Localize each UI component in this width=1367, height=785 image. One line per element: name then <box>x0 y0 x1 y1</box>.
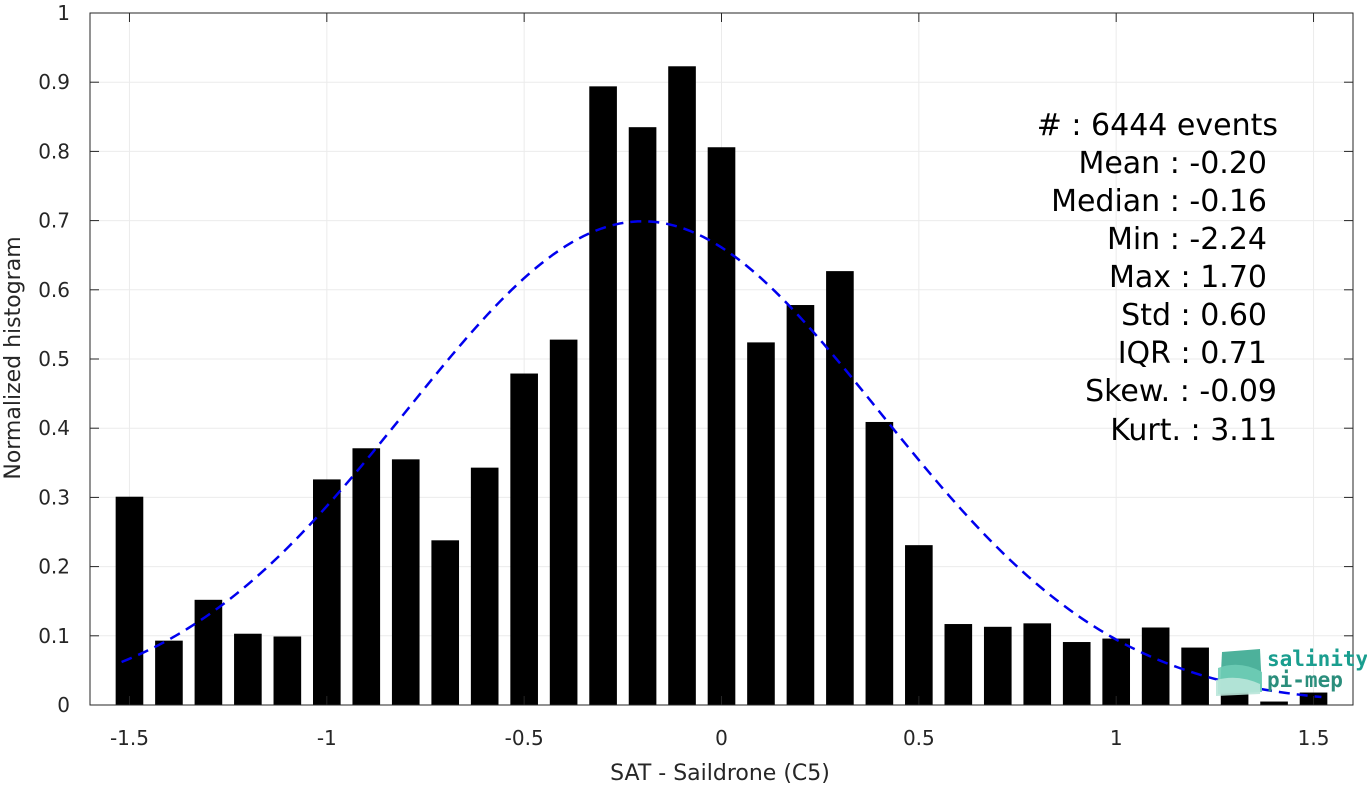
y-tick-label-5: 0.5 <box>38 347 70 371</box>
histogram-bar-29 <box>1260 701 1288 705</box>
y-tick-label-2: 0.2 <box>38 555 70 579</box>
y-tick-label-4: 0.4 <box>38 416 70 440</box>
histogram-bar-16 <box>747 342 775 705</box>
x-axis-ticks: -1.5 -1 -0.5 0 0.5 1 1.5 <box>110 13 1329 750</box>
stat-iqr: IQR : 0.71 <box>1118 336 1267 371</box>
histogram-bar-26 <box>1141 627 1170 705</box>
histogram-bar-4 <box>273 636 302 705</box>
histogram-bar-9 <box>470 467 499 705</box>
y-axis-ticks: 0 0.1 0.2 0.3 0.4 0.5 0.6 0.7 0.8 0.9 1 <box>38 1 1353 717</box>
stat-max: Max : 1.70 <box>1109 260 1267 295</box>
x-tick-label-6: 1.5 <box>1298 726 1330 750</box>
histogram-bar-8 <box>431 540 460 705</box>
histogram-bar-0 <box>115 496 144 705</box>
stat-min: Min : -2.24 <box>1107 222 1267 257</box>
stat-std: Std : 0.60 <box>1121 298 1267 333</box>
x-tick-label-1: -1 <box>317 726 337 750</box>
stat-median: Median : -0.16 <box>1051 184 1267 219</box>
histogram-bar-11 <box>549 339 578 705</box>
histogram-bar-17 <box>786 305 815 705</box>
histogram-bar-20 <box>905 545 933 705</box>
y-tick-label-3: 0.3 <box>38 485 70 509</box>
histogram-bar-22 <box>983 626 1012 705</box>
salinity-pimep-logo: salinity pi-mep <box>1216 647 1367 696</box>
histogram-bar-18 <box>826 271 854 705</box>
histogram-bar-21 <box>944 624 973 705</box>
stat-kurt: Kurt. : 3.11 <box>1110 413 1277 448</box>
x-axis-label: SAT - Saildrone (C5) <box>610 761 830 785</box>
y-tick-label-10: 1 <box>57 1 70 25</box>
stat-count: # : 6444 events <box>1037 108 1278 143</box>
y-tick-label-8: 0.8 <box>38 139 70 163</box>
y-tick-label-7: 0.7 <box>38 209 70 233</box>
histogram-bar-5 <box>312 479 341 705</box>
histogram-bar-15 <box>707 147 736 706</box>
normal-fit-curve <box>121 220 1322 699</box>
y-tick-label-9: 0.9 <box>38 70 70 94</box>
logo-line-salinity: salinity <box>1267 647 1367 671</box>
histogram-bar-7 <box>391 459 420 705</box>
histogram-bar-3 <box>234 633 262 705</box>
y-tick-label-0: 0 <box>57 693 70 717</box>
histogram-bars <box>115 66 1328 706</box>
stat-skew: Skew. : -0.09 <box>1085 374 1277 409</box>
histogram-bar-19 <box>865 421 894 705</box>
wave-logo-icon <box>1216 649 1262 696</box>
x-tick-label-2: -0.5 <box>505 726 544 750</box>
histogram-bar-14 <box>668 66 696 705</box>
histogram-bar-27 <box>1181 647 1209 705</box>
logo-line-pimep: pi-mep <box>1267 668 1343 692</box>
histogram-bar-12 <box>589 86 617 706</box>
y-tick-label-6: 0.6 <box>38 278 70 302</box>
x-tick-label-3: 0 <box>715 726 728 750</box>
histogram-bar-6 <box>352 448 381 705</box>
histogram-bar-2 <box>194 599 223 705</box>
y-axis-label: Normalized histogram <box>1 236 26 479</box>
histogram-bar-24 <box>1062 642 1091 705</box>
x-tick-label-0: -1.5 <box>110 726 149 750</box>
x-tick-label-4: 0.5 <box>903 726 935 750</box>
y-tick-label-1: 0.1 <box>38 624 70 648</box>
histogram-bar-1 <box>155 640 183 705</box>
histogram-bar-13 <box>628 127 657 706</box>
histogram-bar-23 <box>1023 623 1052 705</box>
stats-annotation: # : 6444 events Mean : -0.20 Median : -0… <box>1037 108 1278 448</box>
histogram-bar-10 <box>510 373 538 705</box>
x-tick-label-5: 1 <box>1110 726 1123 750</box>
histogram-bar-25 <box>1102 638 1131 705</box>
stat-mean: Mean : -0.20 <box>1078 146 1267 181</box>
